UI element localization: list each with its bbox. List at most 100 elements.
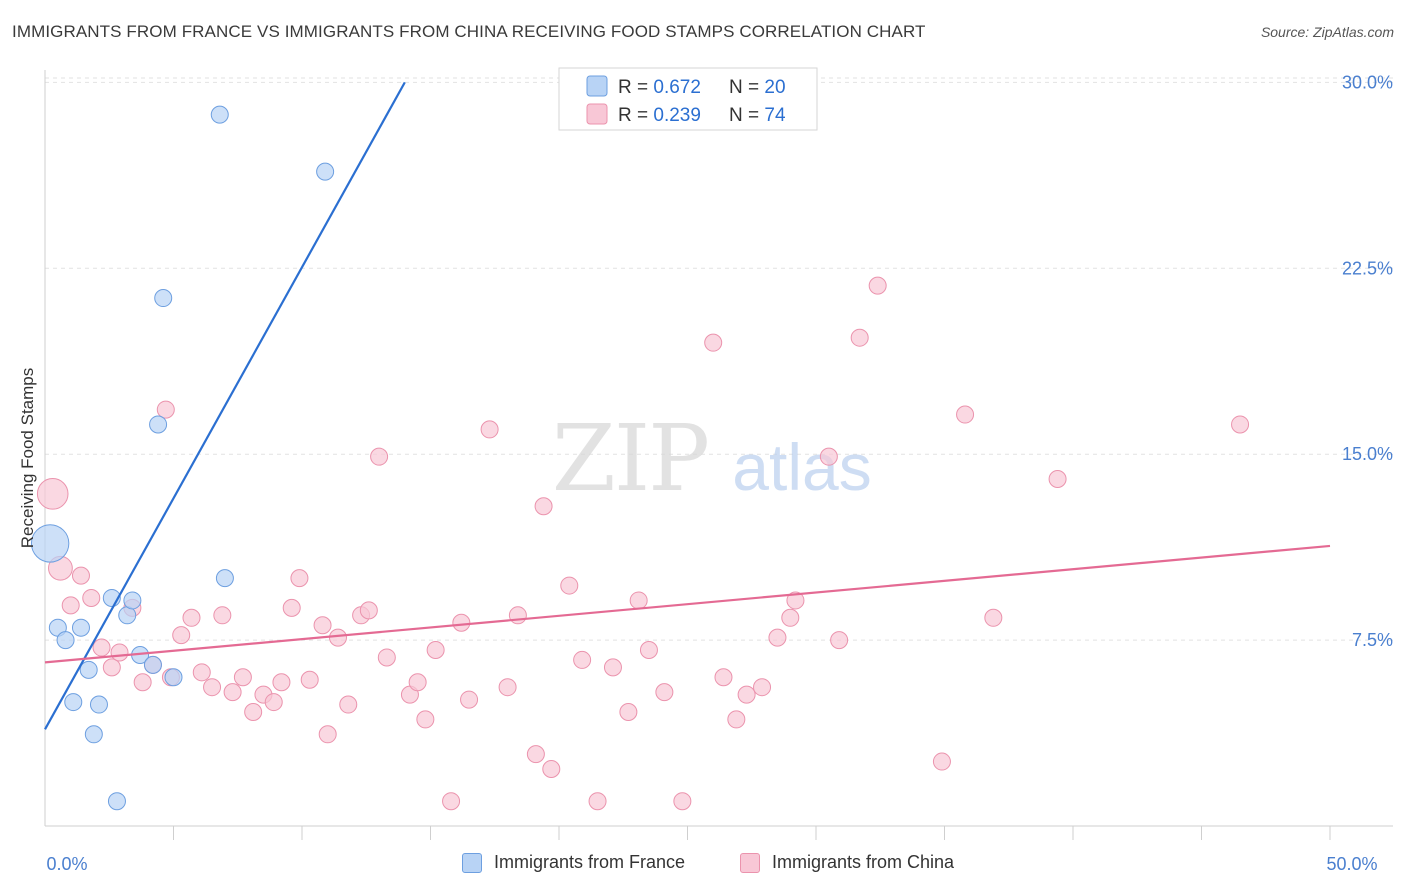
china-point-66 [830,631,849,650]
legend-china-r-label: R = [618,105,653,126]
china-point-5 [92,638,111,657]
france-point-3 [64,693,83,712]
legend-france-n-value: 20 [764,77,785,98]
france-trend-line [44,81,406,730]
china-point-27 [313,616,332,635]
china-point-67 [850,328,869,347]
china-point-34 [377,648,396,667]
legend-france-r-value: 0.672 [653,77,701,98]
china-point-4 [82,588,101,607]
china-point-59 [727,710,746,729]
china-point-52 [619,702,638,721]
china-point-24 [282,598,301,617]
trend-lines [44,81,1331,730]
china-point-17 [213,606,232,625]
china-point-60 [737,685,756,704]
france-point-13 [143,655,162,674]
china-point-49 [573,650,592,669]
france-point-9 [107,792,126,811]
tick-labels: 7.5% 15.0% 22.5% 30.0% 0.0% 50.0% [46,72,1393,874]
china-point-14 [182,608,201,627]
china-point-54 [639,641,658,660]
france-point-5 [79,660,98,679]
china-point-28 [318,725,337,744]
gridlines [45,77,1393,641]
china-point-36 [408,673,427,692]
svg-text:R = 0.672: R = 0.672 [618,77,701,98]
france-point-11 [123,591,142,610]
france-point-18 [210,105,229,124]
legend-china-swatch [586,103,608,125]
chart-title: IMMIGRANTS FROM FRANCE VS IMMIGRANTS FRO… [12,22,926,41]
france-point-4 [71,618,90,637]
x-tick-label-0: 0.0% [46,854,87,874]
legend-item-france: Immigrants from France [462,852,685,873]
china-point-11 [156,400,175,419]
china-point-20 [244,702,263,721]
china-point-23 [272,673,291,692]
china-point-26 [300,670,319,689]
france-point-15 [154,289,173,308]
china-point-71 [984,608,1003,627]
y-tick-label-3: 30.0% [1342,72,1393,92]
china-point-43 [498,678,517,697]
china-point-55 [655,683,674,702]
france-point-0 [30,524,70,563]
china-point-2 [61,596,80,615]
france-point-16 [164,668,183,687]
china-point-40 [452,613,471,632]
china-point-16 [203,678,222,697]
legend-china-box [740,852,760,873]
china-point-72 [1048,469,1067,488]
y-tick-label-1: 15.0% [1342,444,1393,464]
svg-text:N = 74: N = 74 [729,105,786,126]
source-label: Source: ZipAtlas.com [1260,24,1394,40]
france-points [30,105,335,811]
legend-china-n-label: N = [729,105,764,126]
legend-france-n-label: N = [729,77,764,98]
x-tick-label-1: 50.0% [1326,854,1377,874]
china-point-33 [370,447,389,466]
china-point-58 [714,668,733,687]
china-point-44 [508,606,527,625]
china-point-61 [753,678,772,697]
legend-france-label: Immigrants from France [494,852,686,872]
china-point-56 [673,792,692,811]
china-point-48 [560,576,579,595]
china-point-22 [264,693,283,712]
france-point-17 [215,569,234,588]
china-point-53 [629,591,648,610]
svg-text:N = 20: N = 20 [729,77,786,98]
legend-france-swatch [586,75,608,97]
france-point-14 [149,415,168,434]
china-point-29 [328,628,347,647]
china-point-47 [542,759,561,778]
legend-item-china: Immigrants from China [740,852,954,873]
watermark: ZIP atlas [552,405,872,512]
axes [44,70,1393,840]
france-point-2 [56,631,75,650]
china-point-6 [102,658,121,677]
china-point-46 [534,497,553,516]
china-trend-line [44,544,1331,664]
china-point-50 [588,792,607,811]
france-point-7 [89,695,108,714]
china-point-51 [603,658,622,677]
y-axis-label: Receiving Food Stamps [18,368,37,548]
svg-text:R = 0.239: R = 0.239 [618,105,701,126]
france-point-19 [316,162,335,181]
watermark-atlas: atlas [732,430,871,504]
china-point-69 [932,752,951,771]
legend-china-r-value: 0.239 [653,105,701,126]
china-point-30 [339,695,358,714]
y-tick-label-2: 22.5% [1342,258,1393,278]
china-point-0 [36,478,69,510]
china-point-25 [290,569,309,588]
legend-france-box [462,852,482,873]
legend-china-n-value: 74 [764,105,786,126]
china-point-37 [416,710,435,729]
china-point-7 [110,643,129,662]
china-point-42 [480,420,499,439]
watermark-zip: ZIP [552,405,708,512]
legend-china-label: Immigrants from China [772,852,955,872]
